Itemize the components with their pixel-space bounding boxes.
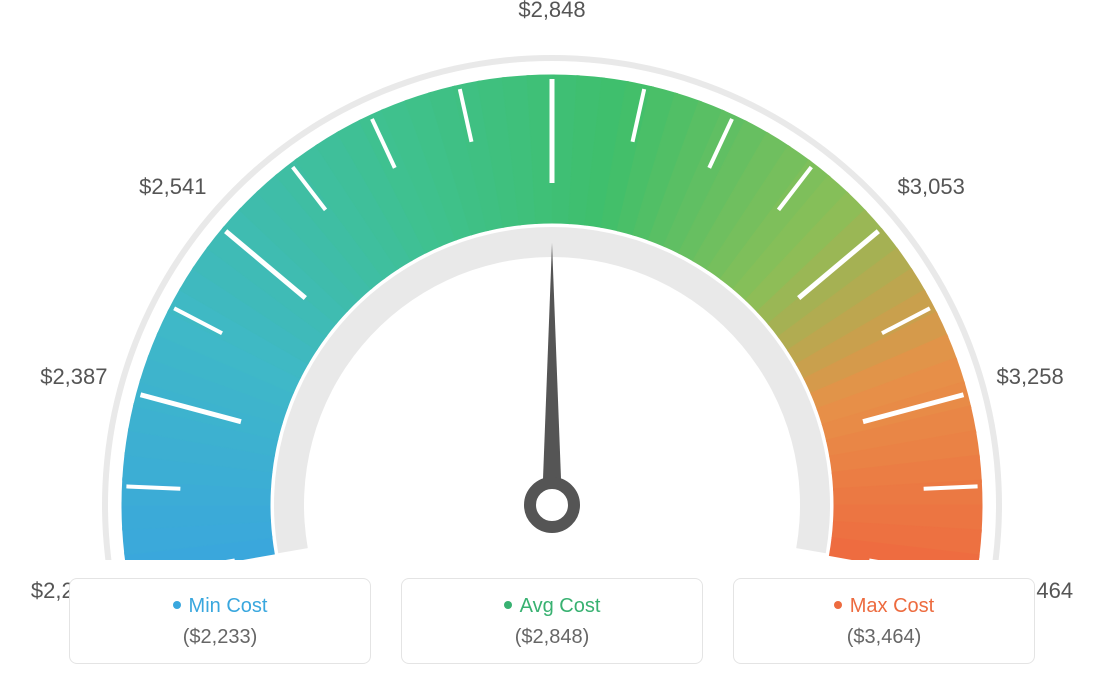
gauge-needle-hub	[530, 483, 574, 527]
gauge-tick-label: $2,387	[40, 364, 107, 390]
legend-row: Min Cost ($2,233) Avg Cost ($2,848) Max Cost…	[0, 578, 1104, 664]
legend-title-text: Avg Cost	[520, 595, 601, 617]
legend-title-text: Max Cost	[850, 595, 934, 617]
legend-title: Min Cost	[70, 595, 370, 618]
legend-title-text: Min Cost	[189, 595, 268, 617]
gauge-tick-label: $3,053	[898, 174, 965, 200]
gauge-needle	[542, 243, 562, 505]
gauge-minor-tick	[924, 486, 978, 488]
legend-card: Min Cost ($2,233)	[69, 578, 371, 664]
legend-card: Avg Cost ($2,848)	[401, 578, 703, 664]
gauge-minor-tick	[126, 486, 180, 488]
legend-dot	[504, 601, 512, 609]
legend-title: Max Cost	[734, 595, 1034, 618]
legend-dot	[173, 601, 181, 609]
gauge: $2,233$2,387$2,541$2,848$3,053$3,258$3,4…	[0, 0, 1104, 560]
gauge-tick-label: $3,258	[996, 364, 1063, 390]
legend-value: ($2,233)	[70, 626, 370, 649]
gauge-tick-label: $2,848	[518, 0, 585, 23]
legend-card: Max Cost ($3,464)	[733, 578, 1035, 664]
legend-value: ($2,848)	[402, 626, 702, 649]
legend-dot	[834, 601, 842, 609]
chart-container: $2,233$2,387$2,541$2,848$3,053$3,258$3,4…	[0, 0, 1104, 690]
legend-title: Avg Cost	[402, 595, 702, 618]
legend-value: ($3,464)	[734, 626, 1034, 649]
gauge-tick-label: $2,541	[139, 174, 206, 200]
